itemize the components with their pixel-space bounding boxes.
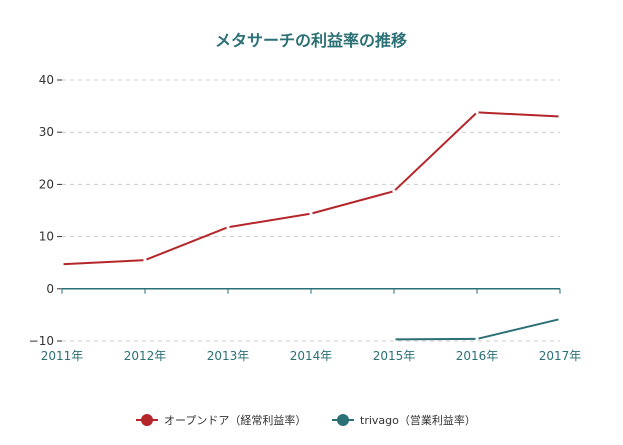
data-point[interactable] — [226, 225, 230, 229]
series-line-1[interactable] — [61, 111, 561, 266]
x-tick-label: 2017年 — [539, 349, 582, 363]
data-point[interactable] — [60, 262, 64, 266]
data-point[interactable] — [392, 337, 396, 342]
data-point[interactable] — [392, 189, 396, 193]
legend-item-1[interactable]: オープンドア（経常利益率） — [136, 413, 306, 427]
x-tick-label: 2014年 — [290, 349, 333, 363]
data-point[interactable] — [558, 114, 562, 119]
x-tick-label: 2012年 — [124, 349, 167, 363]
y-tick-label: 0 — [46, 282, 54, 296]
legend[interactable]: オープンドア（経常利益率） trivago（営業利益率） — [136, 413, 476, 427]
axes: −10 0 10 20 30 40 2011年 2012年 2013年 2014年 2015年 201… — [29, 73, 582, 363]
legend-marker — [141, 414, 153, 426]
y-tick-label: −10 — [29, 334, 54, 348]
chart-title: メタサーチの利益率の推移 — [215, 31, 407, 50]
series-lines — [60, 110, 562, 342]
data-point[interactable] — [309, 212, 313, 216]
y-tick-label: 10 — [39, 230, 54, 244]
legend-label: オープンドア（経常利益率） — [164, 413, 306, 427]
x-tick-label: 2013年 — [207, 349, 250, 363]
data-point[interactable] — [475, 337, 479, 341]
y-tick-label: 20 — [39, 177, 54, 191]
grid-lines — [62, 79, 560, 342]
data-point[interactable] — [143, 258, 147, 262]
legend-item-2[interactable]: trivago（営業利益率） — [332, 413, 476, 427]
x-tick-label: 2016年 — [456, 349, 499, 363]
legend-label: trivago（営業利益率） — [360, 413, 476, 427]
x-tick-label: 2011年 — [41, 349, 84, 363]
data-point[interactable] — [558, 317, 562, 321]
x-tick-label: 2015年 — [373, 349, 416, 363]
y-tick-label: 40 — [39, 73, 54, 87]
legend-marker — [337, 414, 349, 426]
y-tick-label: 30 — [39, 125, 54, 139]
series-line-2[interactable] — [393, 318, 561, 341]
data-point[interactable] — [475, 110, 479, 114]
